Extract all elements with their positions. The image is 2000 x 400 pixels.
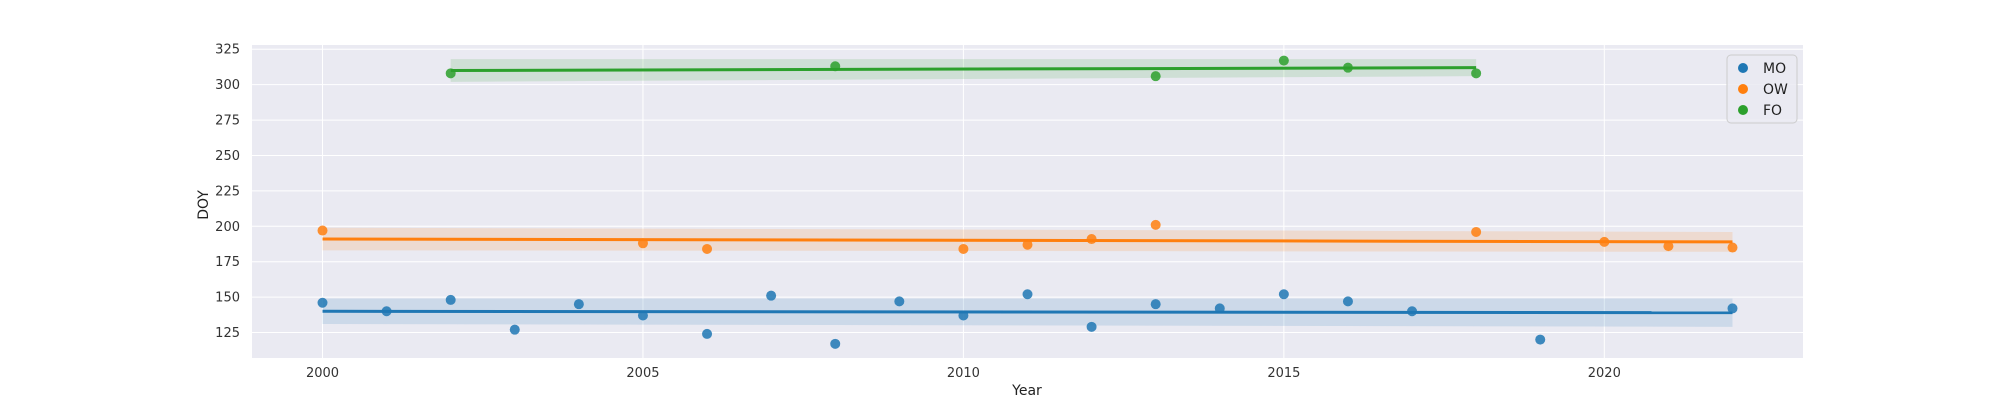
data-point-mo xyxy=(1278,289,1289,300)
x-tick-label: 2000 xyxy=(306,366,339,381)
y-tick-label: 250 xyxy=(215,149,240,164)
data-point-mo xyxy=(1022,289,1033,300)
x-tick-label: 2010 xyxy=(947,366,980,381)
data-point-mo xyxy=(317,297,328,308)
data-point-mo xyxy=(381,306,392,317)
y-tick-label: 325 xyxy=(215,43,240,58)
data-point-ow xyxy=(1663,241,1674,252)
legend-label-fo: FO xyxy=(1763,103,1782,119)
data-point-fo xyxy=(1342,62,1353,73)
data-point-fo xyxy=(1278,55,1289,66)
data-point-mo xyxy=(702,328,713,339)
x-tick-label: 2020 xyxy=(1588,366,1621,381)
data-point-ow xyxy=(1150,219,1161,230)
trend-line-mo xyxy=(322,309,1733,315)
data-point-mo xyxy=(509,324,520,335)
data-point-ow xyxy=(1599,236,1610,247)
y-tick-label: 225 xyxy=(215,184,240,199)
legend: MO OW FO xyxy=(1726,54,1798,124)
data-point-fo xyxy=(830,61,841,72)
data-point-mo xyxy=(1150,299,1161,310)
data-point-mo xyxy=(958,310,969,321)
x-axis-title: Year xyxy=(1011,383,1042,399)
y-tick-label: 200 xyxy=(215,220,240,235)
y-tick-label: 175 xyxy=(215,255,240,270)
data-point-mo xyxy=(1535,334,1546,345)
data-point-fo xyxy=(1150,71,1161,82)
data-point-ow xyxy=(702,243,713,254)
data-point-mo xyxy=(1407,306,1418,317)
y-tick-label: 150 xyxy=(215,291,240,306)
legend-label-mo: MO xyxy=(1763,61,1786,77)
data-point-mo xyxy=(1727,303,1738,314)
data-point-ow xyxy=(958,243,969,254)
data-point-ow xyxy=(1471,226,1482,237)
legend-marker-ow xyxy=(1738,84,1748,94)
data-point-mo xyxy=(445,294,456,305)
y-tick-label: 300 xyxy=(215,78,240,93)
data-point-ow xyxy=(637,238,648,249)
y-axis-title: DOY xyxy=(196,190,212,220)
legend-label-ow: OW xyxy=(1763,82,1788,98)
data-point-mo xyxy=(830,338,841,349)
data-point-mo xyxy=(894,296,905,307)
data-point-mo xyxy=(1214,303,1225,314)
x-tick-label: 2005 xyxy=(626,366,659,381)
legend-marker-fo xyxy=(1738,105,1748,115)
data-point-ow xyxy=(317,225,328,236)
y-tick-label: 275 xyxy=(215,114,240,129)
x-tick-label: 2015 xyxy=(1267,366,1300,381)
data-point-mo xyxy=(637,310,648,321)
data-point-fo xyxy=(1471,68,1482,79)
data-point-mo xyxy=(766,290,777,301)
data-point-fo xyxy=(445,68,456,79)
y-tick-label: 125 xyxy=(215,326,240,341)
data-point-mo xyxy=(573,299,584,310)
data-point-ow xyxy=(1086,234,1097,245)
data-point-ow xyxy=(1022,239,1033,250)
data-point-mo xyxy=(1342,296,1353,307)
plot-area xyxy=(252,45,1803,358)
data-point-mo xyxy=(1086,321,1097,332)
legend-marker-mo xyxy=(1738,63,1748,73)
trend-line-fo xyxy=(450,66,1477,72)
data-point-ow xyxy=(1727,242,1738,253)
